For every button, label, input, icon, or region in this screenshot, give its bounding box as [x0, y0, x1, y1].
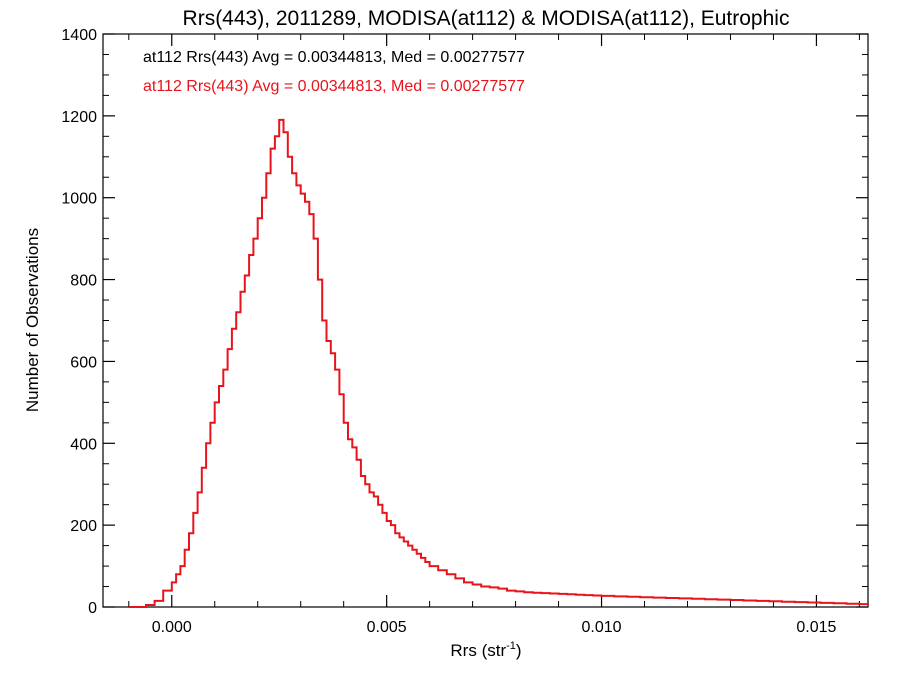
series-layer [128, 118, 869, 608]
x-tick-label: 0.005 [367, 619, 407, 636]
chart-title: Rrs(443), 2011289, MODISA(at112) & MODIS… [183, 7, 790, 30]
y-tick-label: 1200 [61, 109, 97, 126]
x-axis-label-main: Rrs (str [450, 641, 506, 660]
x-axis-label-sup: -1 [506, 640, 516, 652]
y-tick-label: 600 [70, 354, 97, 371]
y-tick-label: 1400 [61, 27, 97, 44]
x-tick-label: 0.000 [152, 619, 192, 636]
x-tick-label: 0.015 [796, 619, 836, 636]
annotations: at112 Rrs(443) Avg = 0.00344813, Med = 0… [143, 49, 525, 95]
plot-frame [102, 33, 869, 608]
y-tick-label: 400 [70, 436, 97, 453]
y-axis-label: Number of Observations [23, 228, 42, 412]
x-axis-label: Rrs (str-1) [450, 640, 521, 660]
tick-labels: 0.000 0.005 0.010 0.015 0 200 400 600 800 1000 120… [61, 27, 836, 636]
y-tick-label: 0 [88, 600, 97, 617]
x-tick-label: 0.010 [582, 619, 622, 636]
y-tick-label: 800 [70, 273, 97, 290]
x-axis-label-close: ) [516, 641, 522, 660]
annotation-0: at112 Rrs(443) Avg = 0.00344813, Med = 0… [143, 49, 525, 66]
y-tick-label: 1000 [61, 191, 97, 208]
axis-ticks [103, 33, 868, 608]
y-tick-label: 200 [70, 518, 97, 535]
annotation-1: at112 Rrs(443) Avg = 0.00344813, Med = 0… [143, 78, 525, 95]
series-line-0 [128, 118, 869, 608]
